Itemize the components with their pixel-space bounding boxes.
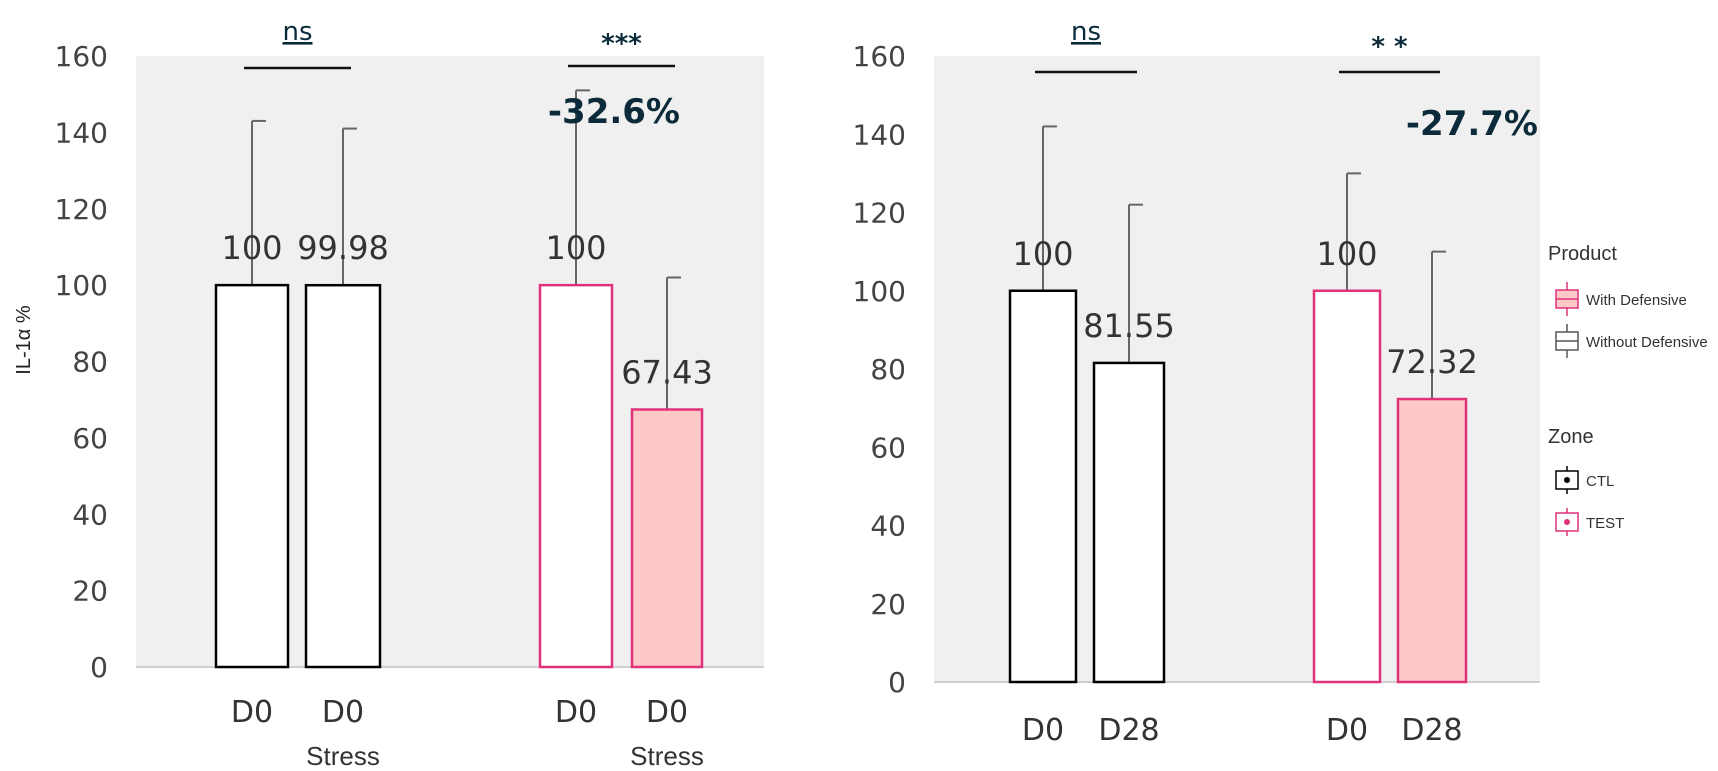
x-tick-label: D0 — [555, 695, 597, 730]
legend-point — [1564, 519, 1570, 525]
y-tick-label: 40 — [72, 498, 108, 531]
percent-change-label: -32.6% — [548, 92, 680, 132]
data-label: 67.43 — [621, 354, 713, 392]
legend-item-label: With Defensive — [1586, 292, 1687, 309]
legend: Product With Defensive Without Defensive Zo… — [1548, 243, 1708, 536]
y-tick-label: 120 — [55, 193, 108, 226]
y-tick-label: 20 — [72, 575, 108, 608]
data-label: 99.98 — [297, 229, 389, 267]
legend-item-product: With Defensive — [1555, 282, 1687, 316]
data-label: 100 — [1012, 235, 1073, 273]
y-tick-label: 80 — [870, 353, 906, 386]
bar — [214, 283, 290, 669]
bar — [1092, 361, 1166, 684]
data-label: 100 — [545, 229, 606, 267]
significance-label: ns — [1071, 17, 1101, 47]
y-tick-label: 40 — [870, 510, 906, 543]
legend-item-zone: CTL — [1555, 466, 1614, 494]
bar — [1396, 397, 1468, 684]
legend-item-label: TEST — [1586, 515, 1624, 532]
y-axis-label: IL-1α % — [13, 305, 35, 375]
legend-title-zone: Zone — [1548, 426, 1594, 448]
y-tick-label: 60 — [870, 431, 906, 464]
legend-item-label: Without Defensive — [1586, 334, 1708, 351]
y-tick-label: 0 — [888, 666, 906, 699]
percent-change-label: -27.7% — [1406, 104, 1538, 144]
data-label: 72.32 — [1386, 343, 1478, 381]
y-tick-label: 20 — [870, 588, 906, 621]
data-label: 81.55 — [1083, 307, 1175, 345]
bar — [538, 283, 614, 669]
data-label: 100 — [221, 229, 282, 267]
legend-point — [1564, 477, 1570, 483]
x-tick-label: D0 — [231, 695, 273, 730]
x-tick-label: D0 — [646, 695, 688, 730]
y-tick-label: 0 — [90, 651, 108, 684]
y-tick-label: 120 — [853, 197, 906, 230]
significance-label: * * — [1371, 32, 1408, 62]
y-tick-label: 100 — [853, 275, 906, 308]
bar — [304, 283, 382, 669]
x-tick-label: D28 — [1401, 713, 1462, 748]
x-tick-label: D28 — [1098, 713, 1159, 748]
data-label: 100 — [1316, 235, 1377, 273]
bar — [630, 408, 704, 669]
x-tick-label: D0 — [1022, 713, 1064, 748]
significance-label: ns — [282, 17, 312, 47]
legend-item-product: Without Defensive — [1555, 324, 1708, 358]
y-tick-label: 60 — [72, 422, 108, 455]
y-tick-label: 160 — [55, 40, 108, 73]
legend-item-zone: TEST — [1555, 508, 1624, 536]
x-tick-label: D0 — [1326, 713, 1368, 748]
y-tick-label: 100 — [55, 269, 108, 302]
x-tick-sublabel: Stress — [630, 741, 704, 771]
bar — [1008, 289, 1078, 684]
x-tick-label: D0 — [322, 695, 364, 730]
legend-title-product: Product — [1548, 243, 1617, 265]
y-tick-label: 80 — [72, 346, 108, 379]
chart-left: 0 20 40 60 80 100 120 140 160 IL-1α % 100 D0 99.98 D0… — [13, 17, 764, 771]
bar — [1312, 289, 1382, 684]
significance-label: *** — [601, 29, 642, 59]
legend-item-label: CTL — [1586, 473, 1614, 490]
y-tick-label: 140 — [55, 116, 108, 149]
x-tick-sublabel: Stress — [306, 741, 380, 771]
chart-right: 0 20 40 60 80 100 120 140 160 100 D0 81.55 D28 ns 100 D… — [853, 17, 1540, 748]
y-tick-label: 160 — [853, 40, 906, 73]
y-tick-label: 140 — [853, 118, 906, 151]
